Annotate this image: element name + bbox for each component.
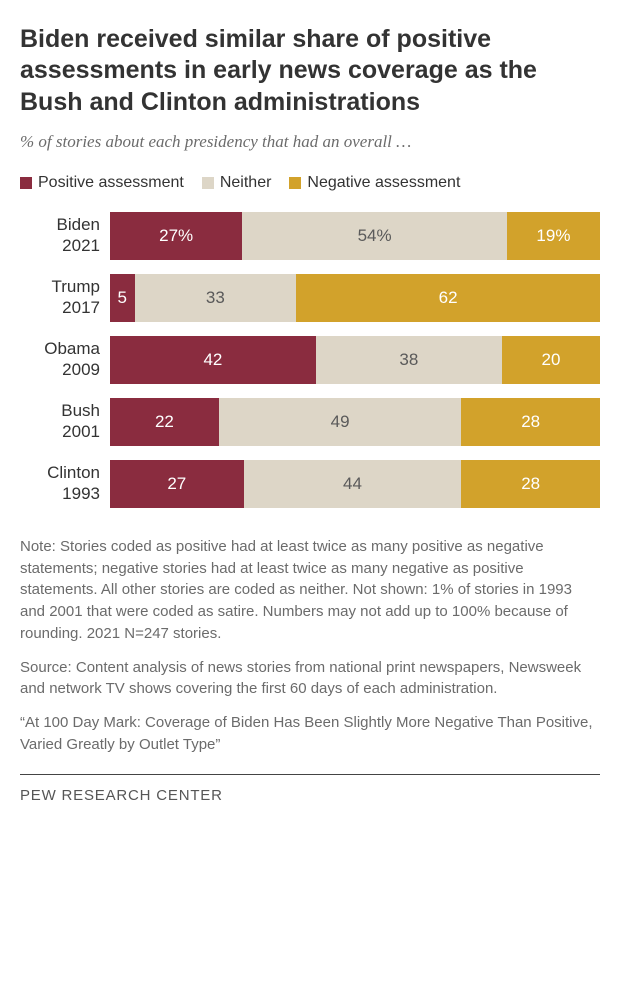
row-label: Biden2021 bbox=[20, 215, 110, 256]
bar-segment-negative: 62 bbox=[296, 274, 600, 322]
bar-segment-positive: 5 bbox=[110, 274, 135, 322]
bar-value: 22 bbox=[155, 412, 174, 432]
chart-row: Trump2017 5 33 62 bbox=[20, 272, 600, 324]
stacked-bar-chart: Biden2021 27% 54% 19% Trump2017 5 33 62 Obama200… bbox=[20, 210, 600, 510]
bar-segment-positive: 22 bbox=[110, 398, 219, 446]
bar-value: 28 bbox=[521, 474, 540, 494]
bar-track: 22 49 28 bbox=[110, 398, 600, 446]
row-label: Bush2001 bbox=[20, 401, 110, 442]
bar-value: 5 bbox=[118, 288, 127, 308]
legend-label-positive: Positive assessment bbox=[38, 174, 184, 192]
bar-segment-positive: 27 bbox=[110, 460, 244, 508]
bar-value: 38 bbox=[399, 350, 418, 370]
bar-value: 19% bbox=[536, 226, 570, 246]
chart-title: Biden received similar share of positive… bbox=[20, 24, 600, 118]
legend-item-positive: Positive assessment bbox=[20, 174, 184, 192]
chart-row: Biden2021 27% 54% 19% bbox=[20, 210, 600, 262]
row-label: Obama2009 bbox=[20, 339, 110, 380]
chart-row: Bush2001 22 49 28 bbox=[20, 396, 600, 448]
bar-track: 42 38 20 bbox=[110, 336, 600, 384]
bar-value: 42 bbox=[203, 350, 222, 370]
bar-segment-neither: 49 bbox=[219, 398, 462, 446]
legend-item-neither: Neither bbox=[202, 174, 272, 192]
bar-track: 27% 54% 19% bbox=[110, 212, 600, 260]
bar-value: 20 bbox=[542, 350, 561, 370]
bar-segment-neither: 54% bbox=[242, 212, 507, 260]
legend: Positive assessment Neither Negative ass… bbox=[20, 174, 600, 192]
bar-segment-negative: 28 bbox=[461, 460, 600, 508]
bar-value: 27 bbox=[167, 474, 186, 494]
chart-note: Note: Stories coded as positive had at l… bbox=[20, 536, 600, 645]
bar-value: 28 bbox=[521, 412, 540, 432]
chart-source: Source: Content analysis of news stories… bbox=[20, 657, 600, 701]
legend-swatch-neither bbox=[202, 177, 214, 189]
row-label: Trump2017 bbox=[20, 277, 110, 318]
legend-swatch-negative bbox=[289, 177, 301, 189]
legend-label-negative: Negative assessment bbox=[307, 174, 460, 192]
row-label: Clinton1993 bbox=[20, 463, 110, 504]
legend-swatch-positive bbox=[20, 177, 32, 189]
bar-value: 54% bbox=[358, 226, 392, 246]
chart-row: Clinton1993 27 44 28 bbox=[20, 458, 600, 510]
bar-track: 5 33 62 bbox=[110, 274, 600, 322]
chart-reference: “At 100 Day Mark: Coverage of Biden Has … bbox=[20, 712, 600, 756]
bar-value: 62 bbox=[439, 288, 458, 308]
legend-label-neither: Neither bbox=[220, 174, 272, 192]
bar-track: 27 44 28 bbox=[110, 460, 600, 508]
bar-value: 27% bbox=[159, 226, 193, 246]
bar-segment-negative: 20 bbox=[502, 336, 600, 384]
bar-value: 33 bbox=[206, 288, 225, 308]
bar-value: 44 bbox=[343, 474, 362, 494]
bar-segment-positive: 42 bbox=[110, 336, 316, 384]
bar-segment-negative: 19% bbox=[507, 212, 600, 260]
bar-value: 49 bbox=[331, 412, 350, 432]
legend-item-negative: Negative assessment bbox=[289, 174, 460, 192]
bar-segment-neither: 38 bbox=[316, 336, 502, 384]
footer-brand: PEW RESEARCH CENTER bbox=[20, 787, 600, 804]
bar-segment-positive: 27% bbox=[110, 212, 242, 260]
chart-row: Obama2009 42 38 20 bbox=[20, 334, 600, 386]
chart-subtitle: % of stories about each presidency that … bbox=[20, 132, 600, 152]
bar-segment-negative: 28 bbox=[461, 398, 600, 446]
divider bbox=[20, 774, 600, 775]
bar-segment-neither: 44 bbox=[244, 460, 462, 508]
bar-segment-neither: 33 bbox=[135, 274, 297, 322]
